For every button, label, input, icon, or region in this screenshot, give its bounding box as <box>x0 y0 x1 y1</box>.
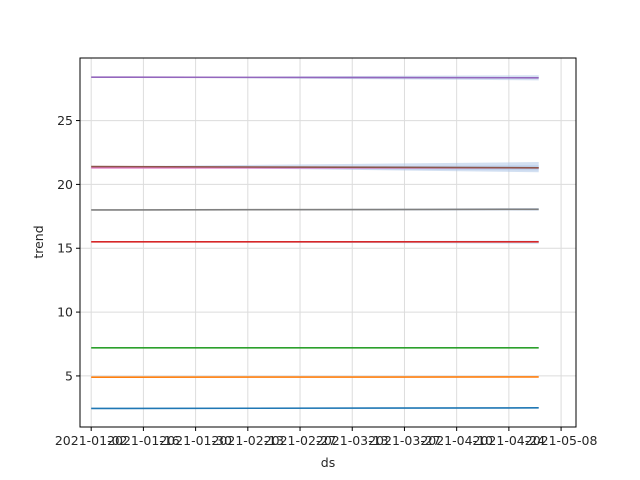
y-axis-label: trend <box>31 225 46 258</box>
x-tick-label: 2021-01-16 <box>107 433 180 448</box>
x-tick-label: 2021-01-02 <box>55 433 128 448</box>
x-tick-label: 2021-01-30 <box>159 433 232 448</box>
y-tick-label: 15 <box>57 241 73 256</box>
axis-ticks: 2021-01-022021-01-162021-01-302021-02-13… <box>55 113 598 448</box>
x-tick-label: 2021-02-27 <box>264 433 337 448</box>
y-tick-label: 5 <box>65 368 73 383</box>
x-tick-label: 2021-04-10 <box>420 433 493 448</box>
series-0-line <box>91 407 539 410</box>
plot-area-frame <box>79 57 577 428</box>
trend-lines <box>91 76 539 410</box>
x-tick-label: 2021-03-27 <box>368 433 441 448</box>
y-tick-label: 10 <box>57 305 73 320</box>
x-tick-label: 2021-04-24 <box>473 433 546 448</box>
x-axis-label: ds <box>321 455 335 470</box>
y-tick-label: 25 <box>57 113 73 128</box>
x-tick-label: 2021-03-13 <box>316 433 389 448</box>
series-7-line <box>91 76 539 79</box>
series-4-line <box>91 208 539 211</box>
grid-lines <box>80 58 576 427</box>
x-tick-label: 2021-02-13 <box>211 433 284 448</box>
series-6-line <box>91 165 539 169</box>
x-tick-label: 2021-05-08 <box>525 433 598 448</box>
y-tick-label: 20 <box>57 177 73 192</box>
